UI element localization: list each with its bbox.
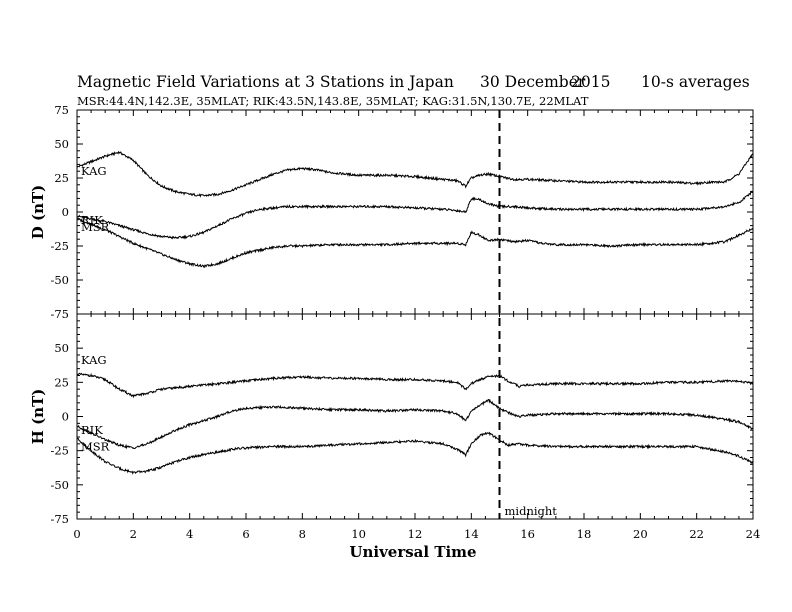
series-line-msr — [76, 431, 754, 475]
panel-frame — [76, 109, 754, 315]
station-label-msr: MSR — [81, 439, 110, 453]
series-line-rik — [76, 190, 754, 240]
series-line-rik — [76, 398, 754, 450]
x-tick-label: 8 — [299, 527, 306, 541]
x-tick-label: 14 — [464, 527, 479, 541]
x-tick-label: 0 — [73, 527, 80, 541]
series-line-kag — [76, 150, 754, 198]
y-tick-label: -75 — [50, 307, 69, 321]
y-tick-label: 50 — [54, 341, 69, 355]
x-tick-label: 18 — [577, 527, 592, 541]
chart-title-date-year: 2015 — [571, 73, 611, 91]
y-tick-label: 75 — [54, 103, 69, 117]
chart-title-main: Magnetic Field Variations at 3 Stations … — [77, 73, 454, 91]
series-line-kag — [76, 372, 754, 399]
x-axis-title: Universal Time — [349, 543, 476, 561]
x-tick-label: 24 — [746, 527, 761, 541]
x-tick-label: 4 — [186, 527, 193, 541]
x-tick-label: 6 — [242, 527, 249, 541]
x-tick-label: 22 — [689, 527, 704, 541]
station-label-kag: KAG — [81, 164, 107, 178]
y-tick-label: 50 — [54, 137, 69, 151]
y-tick-label: 0 — [62, 410, 69, 424]
chart-title-averages: 10-s averages — [641, 73, 750, 91]
station-label-rik: RIK — [81, 423, 103, 437]
chart-subtitle: MSR:44.4N,142.3E, 35MLAT; RIK:43.5N,143.… — [77, 94, 589, 108]
midnight-marker-label: midnight — [505, 504, 558, 518]
y-tick-label: -25 — [50, 444, 69, 458]
chart-title-date-day: 30 December — [480, 73, 586, 91]
x-tick-label: 20 — [633, 527, 648, 541]
y-tick-label: -25 — [50, 239, 69, 253]
x-tick-label: 10 — [351, 527, 366, 541]
y-tick-label: 0 — [62, 205, 69, 219]
x-tick-label: 12 — [408, 527, 423, 541]
y-axis-title: H (nT) — [29, 389, 47, 445]
y-axis-title: D (nT) — [29, 185, 47, 240]
station-label-rik: RIK — [81, 213, 103, 227]
series-line-msr — [76, 217, 754, 268]
panel-frame — [76, 313, 754, 520]
x-tick-label: 16 — [520, 527, 535, 541]
y-tick-label: -50 — [50, 273, 69, 287]
y-tick-label: -75 — [50, 512, 69, 526]
panel-h: 50 25 0 -25 -50 -75 H (nT) KAG RIK MSR — [29, 313, 754, 526]
y-tick-label: 25 — [54, 375, 69, 389]
station-label-kag: KAG — [81, 353, 107, 367]
station-label-msr: MSR — [81, 220, 110, 234]
x-tick-label: 2 — [130, 527, 137, 541]
y-tick-label: -50 — [50, 478, 69, 492]
y-tick-label: 25 — [54, 171, 69, 185]
